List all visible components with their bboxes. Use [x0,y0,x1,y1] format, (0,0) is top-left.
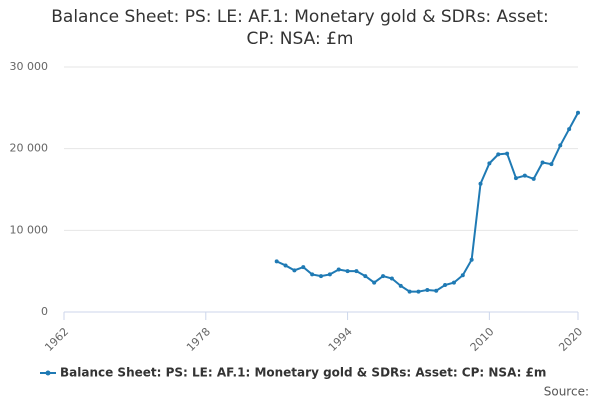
data-point [398,283,403,288]
data-point [522,173,527,178]
data-point [283,263,288,268]
x-tick-label: 2010 [468,325,497,354]
legend-marker [45,370,51,376]
data-point [372,280,377,285]
legend-label: Balance Sheet: PS: LE: AF.1: Monetary go… [60,366,546,380]
data-point [505,151,510,156]
data-point [389,276,394,281]
data-point [327,272,332,277]
data-point [434,288,439,293]
data-point [451,280,456,285]
source: Source: [544,385,589,399]
data-point [513,176,518,181]
data-point [310,272,315,277]
data-point [567,127,572,132]
x-tick-label: 1994 [326,325,355,354]
y-tick-label: 20 000 [10,142,49,155]
data-point [274,259,279,264]
data-point [540,160,545,165]
data-point [443,283,448,288]
data-point [531,176,536,181]
x-tick-label: 1962 [42,325,71,354]
x-tick-label: 2020 [556,325,585,354]
y-tick-label: 0 [41,305,48,318]
data-point [460,273,465,278]
x-tick-label: 1978 [184,325,213,354]
data-point [487,161,492,166]
chart-title: Balance Sheet: PS: LE: AF.1: Monetary go… [51,7,549,49]
data-point [549,162,554,167]
data-point [558,143,563,148]
data-point [363,274,368,279]
data-point [319,274,323,279]
data-point [478,181,483,186]
data-point [381,274,386,279]
data-point [496,152,501,157]
data-point [292,268,297,273]
data-point [425,287,430,292]
data-point [469,257,474,262]
y-tick-label: 30 000 [10,60,49,73]
data-point [576,110,580,115]
data-line [276,112,579,293]
data-point [336,267,341,272]
data-point [301,265,306,270]
data-point [354,269,359,274]
data-point [407,289,412,294]
y-tick-label: 10 000 [10,223,49,236]
data-point [416,289,421,294]
data-point [345,269,350,274]
